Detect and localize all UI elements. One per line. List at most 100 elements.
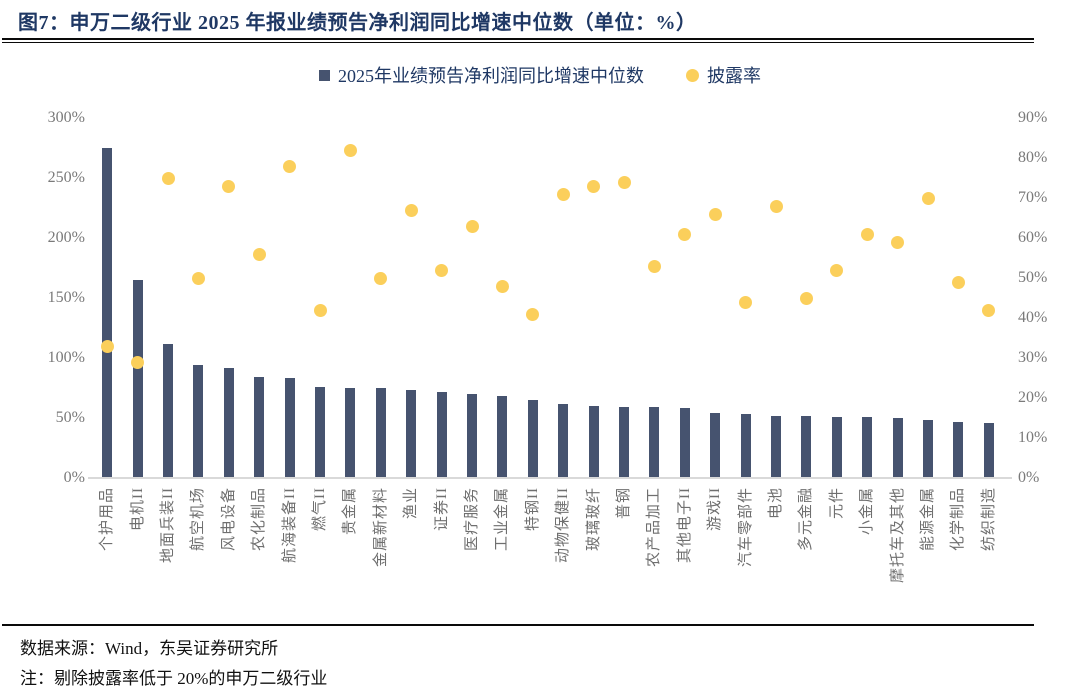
x-axis-label: 航海装备II (281, 487, 298, 563)
disclosure-dot (131, 355, 145, 369)
bar (923, 420, 933, 478)
x-axis-label: 工业金属 (494, 487, 511, 552)
disclosure-dot (799, 291, 813, 305)
footer-divider (2, 624, 1034, 626)
disclosure-dot (374, 271, 388, 285)
bar (831, 416, 842, 478)
disclosure-dot (647, 259, 661, 273)
bar (679, 408, 690, 478)
x-axis-label: 玻璃玻纤 (585, 487, 602, 552)
disclosure-dot (860, 227, 874, 241)
right-axis-tick: 90% (1018, 109, 1048, 126)
disclosure-dot (678, 227, 692, 241)
legend-bar-label: 2025年业绩预告净利润同比增速中位数 (338, 66, 644, 86)
x-axis-label: 普钢 (616, 487, 632, 520)
x-axis-label: 能源金属 (920, 487, 936, 552)
x-axis-label: 汽车零部件 (737, 487, 754, 568)
x-axis-label: 电机II (129, 487, 146, 531)
left-axis-tick: 150% (47, 289, 85, 306)
x-axis-label: 农化制品 (251, 487, 268, 552)
disclosure-dot (526, 307, 540, 321)
disclosure-dot (343, 143, 357, 157)
x-axis-label: 个护用品 (99, 487, 116, 552)
x-axis-label: 燃气II (312, 487, 328, 531)
right-axis-tick: 10% (1018, 429, 1048, 446)
right-axis-tick: 70% (1018, 189, 1048, 206)
bar (375, 388, 386, 478)
left-axis-tick: 50% (55, 409, 85, 426)
bar (436, 391, 447, 478)
disclosure-dot (404, 203, 418, 217)
disclosure-dot (708, 207, 722, 221)
data-source: 数据来源：Wind，东吴证券研究所 (20, 639, 279, 658)
left-axis-tick: 0% (63, 469, 85, 486)
disclosure-dot (769, 199, 783, 213)
bar (983, 422, 994, 478)
right-axis-tick: 0% (1018, 469, 1040, 486)
disclosure-dot (252, 247, 266, 261)
left-axis-tick: 200% (47, 229, 85, 246)
bar (953, 421, 964, 478)
x-axis-label: 地面兵装II (160, 487, 176, 563)
disclosure-dot (435, 263, 449, 277)
bar (649, 407, 660, 478)
disclosure-dot (739, 295, 753, 309)
bar (862, 416, 873, 478)
x-axis-label: 小金属 (859, 487, 876, 536)
right-axis-tick: 50% (1018, 269, 1048, 286)
disclosure-dot (891, 235, 905, 249)
x-axis-label: 动物保健II (555, 487, 572, 563)
disclosure-dot (495, 279, 509, 293)
disclosure-dot (951, 275, 965, 289)
disclosure-dot (313, 303, 327, 317)
bar (710, 413, 721, 478)
x-axis-label: 特钢II (524, 487, 541, 531)
chart-legend: 2025年业绩预告净利润同比增速中位数 披露率 (0, 64, 1080, 86)
bar (892, 418, 903, 478)
x-axis-label: 其他电子II (676, 487, 693, 563)
x-axis-label: 纺织制造 (980, 487, 997, 552)
x-axis-label: 证券II (433, 487, 450, 531)
bar (588, 406, 599, 478)
bar (558, 403, 569, 478)
bar (467, 394, 477, 478)
bar (740, 414, 751, 478)
x-axis-label: 渔业 (403, 487, 420, 520)
right-axis-tick: 20% (1018, 389, 1048, 406)
disclosure-dot (100, 339, 114, 353)
x-axis-label: 摩托车及其他 (889, 487, 906, 584)
disclosure-dot (465, 219, 479, 233)
disclosure-dot (587, 179, 601, 193)
x-axis-label: 化学制品 (950, 487, 967, 552)
disclosure-dot (161, 171, 175, 185)
bar (345, 388, 356, 478)
figure-title: 图7：申万二级行业 2025 年报业绩预告净利润同比增速中位数（单位：%） (18, 12, 697, 34)
bar (801, 415, 812, 478)
disclosure-dot (556, 187, 570, 201)
bar (619, 407, 629, 478)
x-axis-label: 电池 (768, 487, 784, 520)
legend-bar-swatch (319, 69, 330, 81)
x-axis-label: 贵金属 (342, 487, 359, 536)
right-axis-tick: 80% (1018, 149, 1048, 166)
x-axis-label: 游戏II (707, 487, 724, 531)
left-axis-tick: 300% (47, 109, 85, 126)
x-axis-label: 航空机场 (190, 487, 207, 552)
disclosure-dot (617, 175, 631, 189)
plot-area (92, 118, 1004, 478)
x-axis-label: 多元金融 (798, 487, 815, 552)
bar (163, 343, 173, 478)
bar (254, 377, 265, 478)
disclosure-dot (830, 263, 844, 277)
legend-dot-label: 披露率 (707, 66, 761, 86)
x-axis-label: 农产品加工 (646, 487, 663, 568)
disclosure-dot (222, 179, 236, 193)
figure-note: 注：剔除披露率低于 20%的申万二级行业 (20, 669, 328, 688)
left-axis-tick: 250% (47, 169, 85, 186)
bar (771, 415, 781, 478)
x-axis-label: 元件 (828, 487, 845, 520)
right-axis-tick: 60% (1018, 229, 1048, 246)
bar (527, 400, 538, 478)
bar (406, 390, 417, 478)
